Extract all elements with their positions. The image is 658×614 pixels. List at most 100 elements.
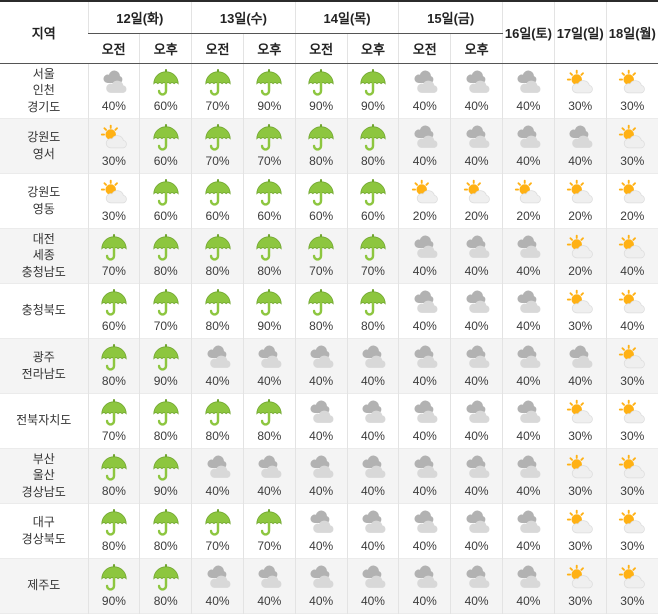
forecast-cell: 40% (450, 448, 503, 503)
precip-probability: 40% (257, 483, 282, 498)
sun-behind-cloud-icon (617, 563, 647, 593)
clouds-icon (462, 343, 492, 373)
forecast-cell: 40% (294, 448, 348, 503)
precip-probability: 70% (205, 153, 230, 168)
precip-probability: 30% (568, 483, 593, 498)
sun-behind-cloud-icon (462, 178, 492, 208)
forecast-table-body: 서울 인천 경기도 40% 60% 70% 90% 90% 90% 40% 40% 40% 30% 3… (0, 63, 658, 613)
umbrella-rain-icon (151, 508, 181, 538)
clouds-icon (410, 453, 440, 483)
precip-probability: 40% (516, 593, 541, 608)
precip-probability: 90% (257, 318, 282, 333)
precip-probability: 60% (257, 208, 282, 223)
forecast-cell: 80% (191, 393, 244, 448)
clouds-icon (513, 398, 543, 428)
precip-probability: 80% (360, 153, 385, 168)
forecast-cell: 30% (553, 393, 607, 448)
precip-probability: 30% (568, 98, 593, 113)
sun-behind-cloud-icon (565, 508, 595, 538)
precip-probability: 70% (205, 538, 230, 553)
precip-probability: 30% (620, 98, 645, 113)
forecast-cell: 30% (87, 173, 140, 228)
clouds-icon (203, 343, 233, 373)
forecast-row: 충청북도 60% 70% 80% 90% 80% 80% 40% 40% 40% 30% 40% (0, 283, 658, 338)
forecast-cell: 40% (242, 448, 296, 503)
forecast-cell: 40% (553, 338, 607, 393)
forecast-cell: 60% (294, 173, 348, 228)
sun-behind-cloud-icon (617, 123, 647, 153)
precip-probability: 80% (101, 483, 126, 498)
forecast-cell: 20% (553, 173, 607, 228)
clouds-icon (513, 288, 543, 318)
forecast-cell: 30% (553, 558, 607, 613)
forecast-cell: 90% (294, 63, 348, 118)
forecast-row: 제주도 90% 80% 40% 40% 40% 40% 40% 40% 40% 30% 30% (0, 558, 658, 613)
umbrella-rain-icon (358, 178, 388, 208)
sun-behind-cloud-icon (617, 288, 647, 318)
clouds-icon (358, 398, 388, 428)
forecast-cell: 70% (191, 63, 244, 118)
forecast-cell: 30% (553, 503, 607, 558)
umbrella-rain-icon (306, 178, 336, 208)
clouds-icon (513, 343, 543, 373)
umbrella-rain-icon (358, 233, 388, 263)
sun-behind-cloud-icon (565, 398, 595, 428)
precip-probability: 80% (309, 153, 334, 168)
precip-probability: 80% (153, 593, 178, 608)
forecast-cell: 40% (398, 118, 451, 173)
forecast-cell: 70% (191, 118, 244, 173)
forecast-cell: 40% (398, 228, 451, 283)
precip-probability: 60% (205, 208, 230, 223)
clouds-icon (203, 563, 233, 593)
region-label: 강원도 영서 (27, 130, 61, 161)
clouds-icon (462, 563, 492, 593)
forecast-row: 강원도 영서 30% 60% 70% 70% 80% 80% 40% 40% 40% 40% 30% (0, 118, 658, 173)
umbrella-rain-icon (358, 123, 388, 153)
forecast-cell: 80% (87, 503, 140, 558)
umbrella-rain-icon (306, 233, 336, 263)
precip-probability: 30% (568, 538, 593, 553)
region-label: 전북자치도 (16, 413, 72, 428)
column-header-region: 지역 (0, 1, 88, 64)
precip-probability: 30% (620, 538, 645, 553)
umbrella-rain-icon (203, 233, 233, 263)
clouds-icon (565, 123, 595, 153)
umbrella-rain-icon (151, 123, 181, 153)
forecast-cell: 40% (398, 63, 451, 118)
forecast-row: 서울 인천 경기도 40% 60% 70% 90% 90% 90% 40% 40% 40% 30% 3… (0, 63, 658, 118)
sun-behind-cloud-icon (565, 563, 595, 593)
header-row-days: 지역 12일(화) 13일(수) 14일(목) 15일(금) 16일(토) 17… (0, 1, 658, 64)
precip-probability: 70% (257, 153, 282, 168)
sun-behind-cloud-icon (617, 453, 647, 483)
forecast-cell: 80% (87, 338, 140, 393)
forecast-cell: 40% (398, 558, 451, 613)
forecast-cell: 70% (87, 228, 140, 283)
umbrella-rain-icon (151, 343, 181, 373)
forecast-cell: 70% (87, 393, 140, 448)
precip-probability: 40% (257, 593, 282, 608)
forecast-cell: 40% (346, 338, 399, 393)
precip-probability: 40% (205, 373, 230, 388)
column-header-pm: 오후 (346, 33, 399, 64)
precip-probability: 70% (205, 98, 230, 113)
forecast-cell: 40% (450, 228, 503, 283)
sun-behind-cloud-icon (99, 178, 129, 208)
clouds-icon (462, 508, 492, 538)
umbrella-rain-icon (151, 68, 181, 98)
precip-probability: 60% (309, 208, 334, 223)
forecast-cell: 30% (605, 448, 658, 503)
precip-probability: 40% (464, 263, 489, 278)
precip-probability: 90% (257, 98, 282, 113)
precip-probability: 40% (464, 98, 489, 113)
clouds-icon (565, 343, 595, 373)
forecast-cell: 80% (139, 503, 192, 558)
precip-probability: 30% (620, 153, 645, 168)
forecast-cell: 40% (450, 63, 503, 118)
clouds-icon (462, 233, 492, 263)
forecast-cell: 20% (450, 173, 503, 228)
clouds-icon (358, 563, 388, 593)
precip-probability: 30% (101, 208, 126, 223)
clouds-icon (410, 288, 440, 318)
precip-probability: 40% (412, 373, 437, 388)
